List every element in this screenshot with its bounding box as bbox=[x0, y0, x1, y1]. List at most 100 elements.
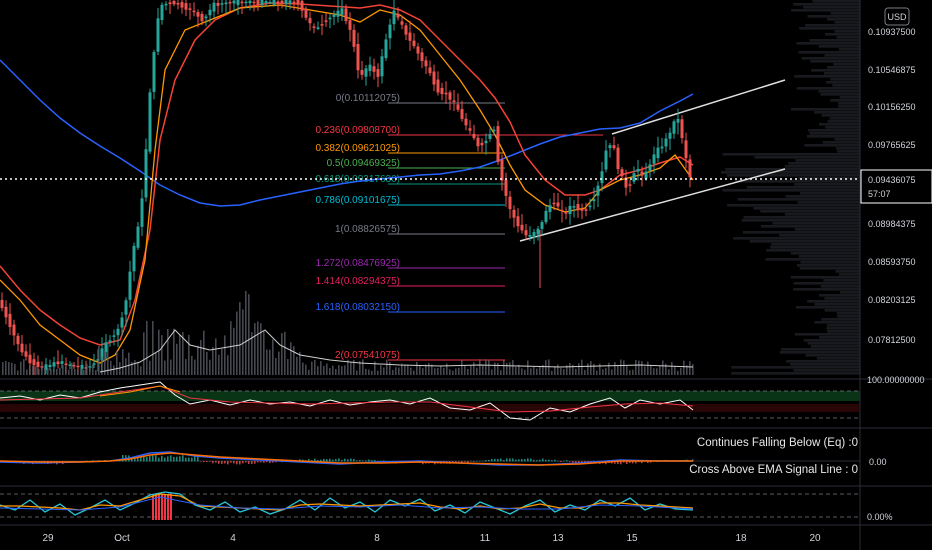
profile-bar bbox=[743, 216, 860, 219]
candle-body bbox=[100, 348, 104, 361]
candle-body bbox=[308, 18, 312, 24]
volume-bar bbox=[206, 351, 208, 375]
profile-bar bbox=[830, 78, 860, 81]
candle-body bbox=[264, 1, 268, 3]
profile-bar bbox=[772, 222, 860, 225]
macd-bar bbox=[551, 460, 553, 462]
macd-bar bbox=[518, 459, 520, 462]
volume-bar bbox=[668, 369, 670, 375]
profile-bar bbox=[833, 63, 860, 66]
volume-bar bbox=[29, 365, 31, 375]
macd-bar bbox=[374, 460, 376, 462]
stoch-pane[interactable] bbox=[0, 491, 860, 520]
macd-bar bbox=[347, 459, 349, 462]
profile-bar bbox=[839, 291, 860, 294]
macd-bar bbox=[188, 457, 190, 462]
price-axis[interactable]: USD 0.10937500 0.10546875 0.10156250 0.0… bbox=[860, 7, 932, 522]
profile-bar bbox=[801, 57, 860, 60]
macd-bar bbox=[272, 461, 274, 463]
macd-pane[interactable] bbox=[0, 451, 860, 466]
macd-bar bbox=[539, 459, 541, 462]
candle-body bbox=[208, 9, 212, 16]
stoch-k-line bbox=[0, 491, 694, 516]
candle-body bbox=[172, 0, 176, 5]
ma-blue-line bbox=[0, 59, 694, 207]
macd-bar bbox=[527, 458, 529, 462]
profile-bar bbox=[824, 309, 860, 312]
candle-body bbox=[104, 342, 108, 353]
time-tick: Oct bbox=[114, 533, 130, 544]
bar-countdown: 57:07 bbox=[868, 189, 891, 199]
volume-bar bbox=[107, 344, 109, 375]
volume-bar bbox=[551, 370, 553, 375]
macd-bar bbox=[152, 455, 154, 462]
macd-bar bbox=[275, 461, 277, 463]
profile-bar bbox=[741, 219, 860, 222]
time-axis[interactable]: 29 Oct 4 8 11 13 15 18 20 bbox=[42, 533, 821, 544]
macd-bar bbox=[482, 460, 484, 462]
volume-bar bbox=[467, 368, 469, 375]
volume-bar bbox=[632, 369, 634, 375]
volume-bar bbox=[137, 362, 139, 375]
fib-level-label: 1(0.08826575) bbox=[335, 224, 400, 235]
volume-bar bbox=[260, 323, 262, 375]
volume-bar bbox=[407, 365, 409, 375]
macd-bar bbox=[215, 461, 217, 463]
profile-bar bbox=[797, 177, 860, 180]
rsi-pane[interactable] bbox=[0, 381, 860, 421]
candle-body bbox=[196, 12, 200, 17]
profile-bar bbox=[727, 204, 860, 207]
macd-bar bbox=[365, 460, 367, 462]
macd-bar bbox=[467, 461, 469, 463]
candle-body bbox=[24, 351, 28, 357]
volume-bar bbox=[14, 363, 16, 375]
fib-level-label: 0.236(0.09808700) bbox=[315, 125, 400, 136]
volume-bar bbox=[650, 365, 652, 375]
ema-red-line bbox=[0, 2, 694, 346]
volume-bar bbox=[482, 365, 484, 375]
volume-bar bbox=[383, 367, 385, 375]
volume-bar bbox=[380, 365, 382, 375]
macd-bar bbox=[473, 461, 475, 462]
candle-body bbox=[340, 8, 344, 15]
rsi-level-label: 100.00000000 bbox=[867, 375, 925, 385]
volume-bar bbox=[203, 330, 205, 375]
volume-bar bbox=[113, 365, 115, 375]
macd-bar bbox=[554, 459, 556, 462]
candle-body bbox=[488, 134, 492, 139]
macd-bar bbox=[350, 458, 352, 462]
macd-bar bbox=[632, 461, 634, 464]
candle-body bbox=[668, 132, 672, 139]
price-scale-panel[interactable] bbox=[860, 0, 932, 550]
candle-body bbox=[684, 140, 688, 159]
candle-body bbox=[524, 230, 528, 236]
candle-body bbox=[632, 173, 636, 182]
profile-bar bbox=[810, 345, 860, 348]
macd-bar bbox=[317, 460, 319, 462]
candle-body bbox=[508, 196, 512, 210]
volume-bar bbox=[251, 332, 253, 375]
profile-bar bbox=[795, 306, 860, 309]
macd-bar bbox=[149, 455, 151, 462]
macd-bar bbox=[635, 461, 637, 464]
macd-bar bbox=[341, 459, 343, 462]
volume-bar bbox=[65, 366, 67, 375]
profile-bar bbox=[790, 363, 860, 366]
time-tick: 11 bbox=[480, 533, 491, 544]
volume-bar bbox=[524, 369, 526, 375]
time-tick: 18 bbox=[735, 533, 747, 544]
candle-body bbox=[468, 128, 472, 131]
stoch-signal-bar bbox=[158, 494, 160, 520]
volume-bar bbox=[317, 366, 319, 375]
profile-bar bbox=[794, 183, 860, 186]
volume-bar bbox=[533, 366, 535, 375]
volume-bar bbox=[395, 367, 397, 375]
time-tick: 20 bbox=[809, 533, 821, 544]
macd-bar bbox=[578, 461, 580, 463]
candle-body bbox=[496, 126, 500, 162]
macd-bar bbox=[176, 456, 178, 462]
macd-bar bbox=[620, 461, 622, 465]
volume-bar bbox=[86, 363, 88, 375]
stoch-signal-bar bbox=[155, 494, 157, 520]
